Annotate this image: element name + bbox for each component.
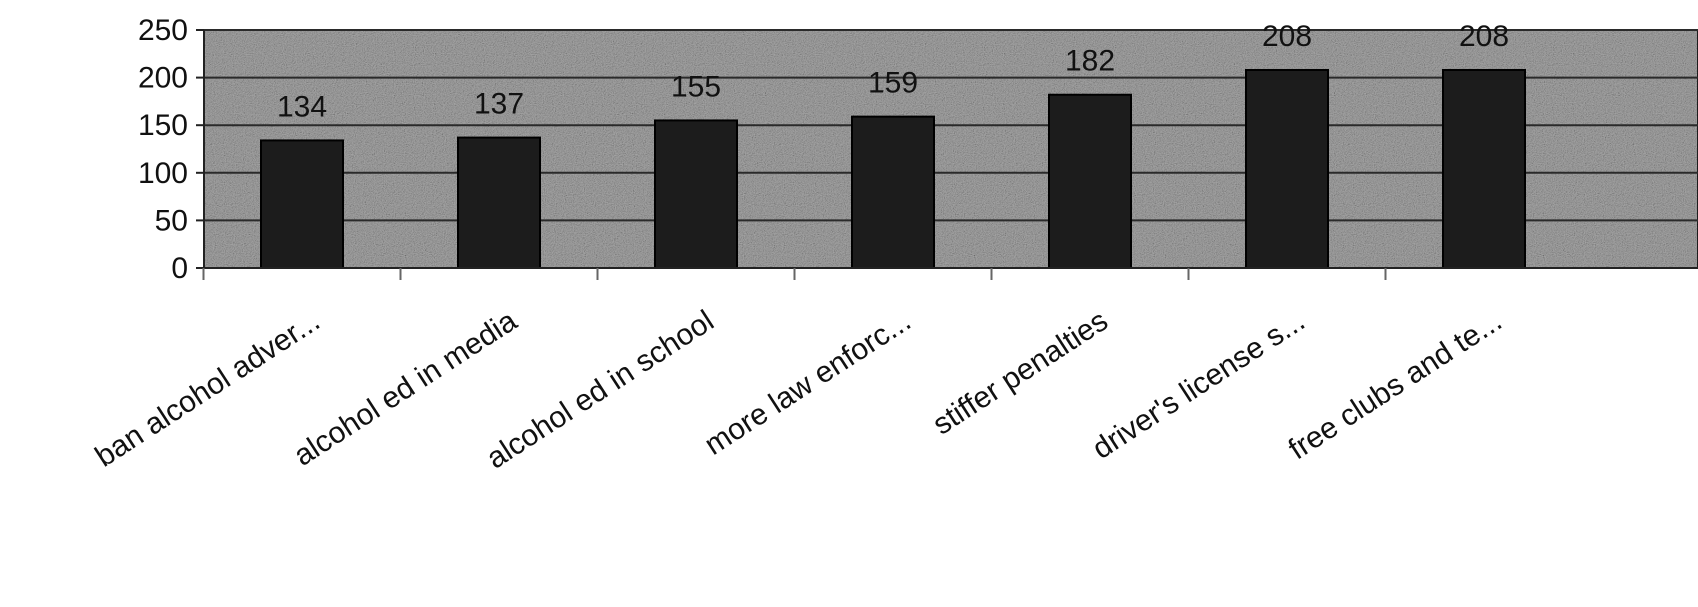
bar — [654, 119, 738, 269]
bar — [1245, 68, 1329, 270]
bar — [457, 136, 541, 269]
bar — [851, 115, 935, 269]
x-category-label: free clubs and te... — [1283, 304, 1508, 466]
y-tick-label: 50 — [155, 204, 188, 237]
y-axis: 0 50 100 150 200 250 — [138, 14, 205, 285]
y-tick-label: 150 — [138, 109, 188, 142]
data-label: 208 — [1262, 20, 1312, 53]
data-labels: 134 137 155 159 182 208 208 — [277, 20, 1509, 123]
x-category-label: stiffer penalties — [927, 304, 1114, 441]
y-tick-label: 200 — [138, 62, 188, 95]
data-label: 155 — [671, 70, 721, 103]
y-tick-label: 100 — [138, 157, 188, 190]
x-category-label: driver's license s... — [1087, 304, 1311, 466]
data-label: 208 — [1459, 20, 1509, 53]
bar — [1442, 68, 1526, 270]
y-tick-label: 0 — [171, 252, 188, 285]
y-tick-label: 250 — [138, 14, 188, 47]
bar — [1048, 93, 1132, 269]
x-axis: ban alcohol adver...alcohol ed in mediaa… — [90, 267, 1698, 475]
data-label: 134 — [277, 90, 327, 123]
bar — [260, 139, 344, 270]
data-label: 137 — [474, 88, 524, 121]
x-category-label: more law enforc... — [699, 304, 917, 462]
data-label: 182 — [1065, 45, 1115, 78]
data-label: 159 — [868, 67, 918, 100]
